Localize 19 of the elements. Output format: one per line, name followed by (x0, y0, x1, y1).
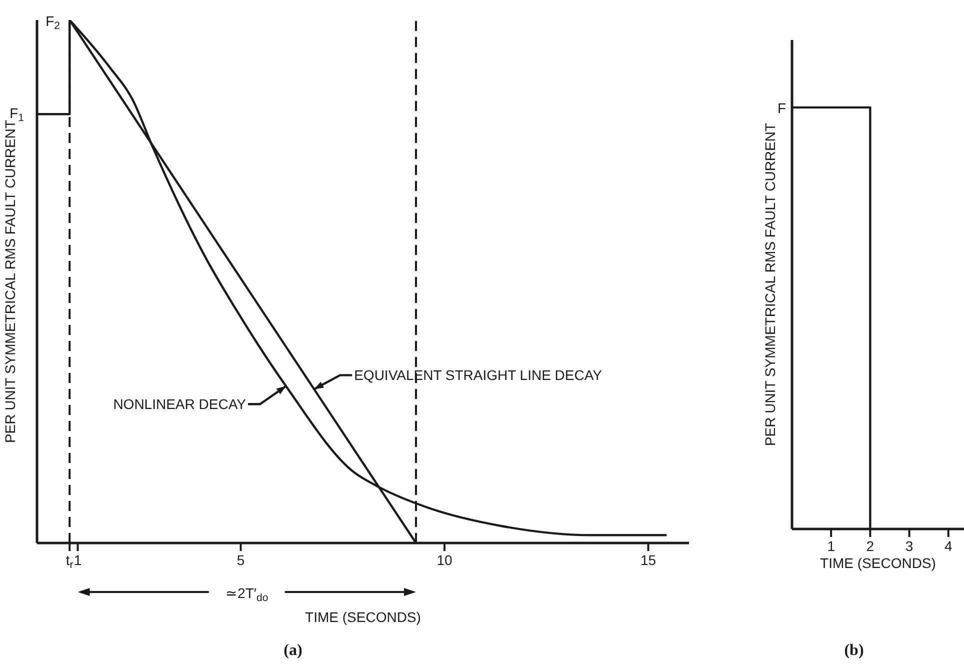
x-tick-label: 2 (866, 538, 874, 554)
x-tick-label: 1 (74, 552, 82, 568)
x-tick-label: 15 (640, 552, 656, 568)
annotation: F$_{2}$ (46, 13, 60, 32)
legend-label: EQUIVALENT STRAIGHT LINE DECAY (354, 367, 603, 384)
x-tick-label: 4 (944, 538, 952, 554)
text: (a) (284, 642, 302, 659)
x-tick-label: t$_{r}$ (66, 552, 74, 572)
x-tick-label: 3 (905, 538, 914, 554)
y-axis-title: PER UNIT SYMMETRICAL RMS FAULT CURRENT (762, 122, 778, 446)
x-tick-label: 10 (436, 552, 452, 568)
text: NONLINEAR DECAY (113, 396, 247, 412)
x-tick-label: 5 (236, 552, 245, 568)
x-tick-label: 1 (827, 538, 836, 554)
text: ≃2T′$_{do}$ (226, 585, 268, 604)
x-axis-title: TIME (SECONDS) (820, 555, 936, 571)
text: F (777, 100, 786, 116)
x-axis-title: TIME (SECONDS) (305, 609, 421, 625)
text: (b) (844, 642, 864, 659)
